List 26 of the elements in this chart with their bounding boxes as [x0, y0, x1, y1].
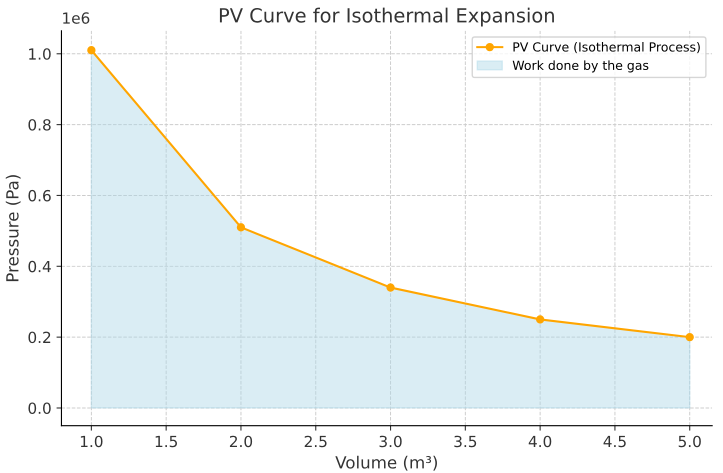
x-axis-title: Volume (m³)	[335, 456, 437, 471]
x-tick-label: 1.5	[156, 436, 177, 448]
y-tick-label: 1.0	[29, 48, 51, 60]
y-tick-label: 0.4	[28, 260, 51, 272]
x-tick-label: 1.0	[80, 436, 103, 448]
y-tick-label: 0.0	[28, 402, 51, 414]
chart-title: PV Curve for Isothermal Expansion	[220, 8, 554, 26]
point	[536, 315, 544, 324]
x-tick-label: 4.5	[604, 436, 626, 448]
text: 1e6	[63, 12, 90, 24]
x-tick-label: 3.5	[454, 436, 476, 448]
y-tick-label: 0.8	[28, 119, 51, 131]
legend-label: Work done by the gas	[512, 60, 648, 72]
y-tick-label: 0.6	[28, 190, 51, 202]
x-tick-label: 2.0	[230, 436, 252, 448]
point	[87, 46, 96, 54]
x-tick-label: 5.0	[678, 436, 701, 448]
legend-label: PV Curve (Isothermal Process)	[513, 42, 700, 54]
x-tick-label: 4.0	[528, 436, 552, 448]
y-axis-title: Pressure (Pa)	[6, 175, 21, 282]
x-tick-label: 2.5	[304, 436, 327, 448]
point	[236, 223, 246, 232]
point	[386, 283, 395, 292]
x-tick-label: 3.0	[380, 436, 402, 448]
y-tick-label: 0.2	[28, 332, 50, 344]
point	[686, 332, 694, 342]
